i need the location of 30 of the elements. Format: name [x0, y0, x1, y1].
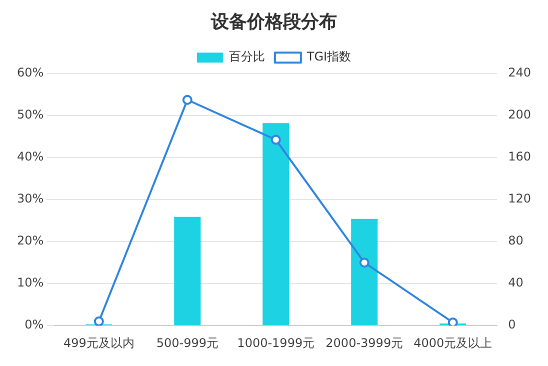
point — [94, 316, 104, 326]
y2-tick-label: 240 — [508, 66, 531, 80]
point — [448, 317, 458, 326]
chart-title: 设备价格段分布 — [210, 11, 337, 32]
y-tick-label: 50% — [17, 108, 44, 122]
y2-tick-label: 40 — [508, 276, 524, 290]
x-tick-label: 500-999元 — [156, 336, 218, 350]
y-tick-label: 20% — [17, 234, 44, 248]
x-tick-label: 4000元及以上 — [414, 336, 492, 350]
y2-tick-label: 120 — [508, 192, 531, 206]
y2-tick-label: 80 — [508, 234, 524, 248]
x-tick-label: 1000-1999元 — [237, 336, 315, 350]
y-tick-label: 40% — [17, 150, 44, 164]
y-tick-label: 30% — [17, 192, 44, 206]
bar — [174, 216, 201, 326]
y-tick-label: 60% — [17, 66, 44, 80]
y2-tick-label: 160 — [508, 150, 531, 164]
y2-tick-label: 0 — [508, 318, 516, 332]
y-tick-label: 0% — [24, 318, 44, 332]
x-tick-label: 2000-3999元 — [326, 336, 404, 350]
legend-label: 百分比 — [228, 50, 265, 64]
point — [270, 134, 281, 145]
y-tick-label: 10% — [17, 276, 44, 290]
point — [359, 258, 370, 268]
bar — [351, 218, 378, 326]
point — [182, 94, 192, 105]
legend-label: TGI指数 — [306, 50, 352, 64]
y2-tick-label: 200 — [508, 108, 531, 122]
x-tick-label: 499元及以内 — [63, 336, 134, 350]
bar — [262, 123, 290, 326]
